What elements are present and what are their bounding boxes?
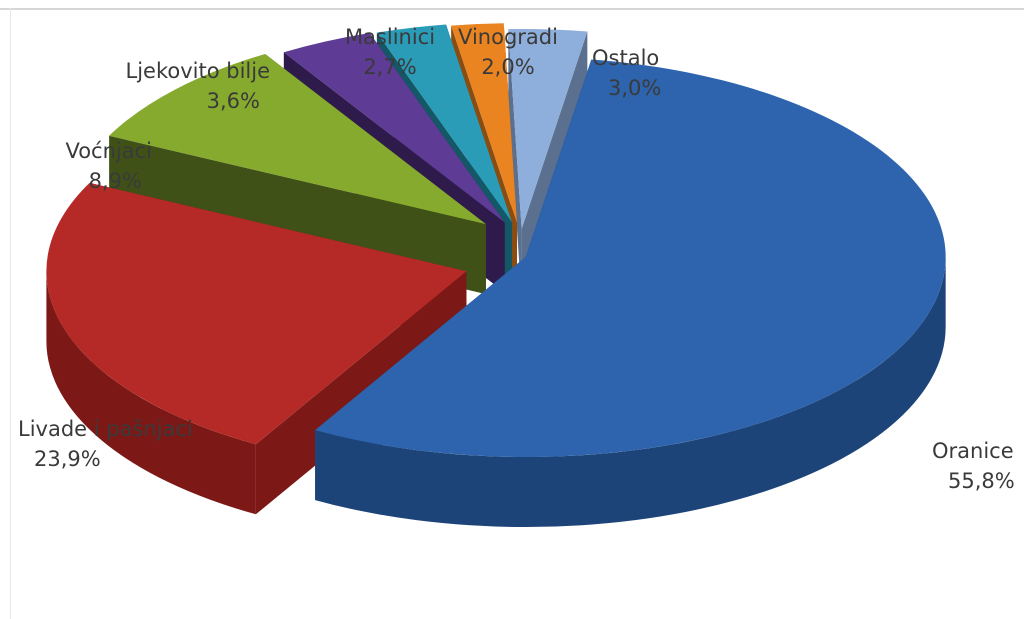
left-border (10, 8, 11, 619)
slice-value-label: 3,0% (608, 76, 661, 100)
slice-value-label: 2,7% (363, 55, 416, 79)
slice-label: Ostalo (592, 46, 659, 70)
slice-label: Livade i pašnjaci (18, 417, 193, 441)
slice-label: Oranice (932, 439, 1014, 463)
slice-top (376, 24, 512, 222)
slice-top (283, 33, 505, 223)
slice-inner-wall (508, 29, 522, 300)
slice-label: Ljekovito bilje (126, 59, 271, 83)
pie-slices (46, 23, 946, 528)
slice-label: Vinogradi (458, 25, 558, 49)
slice-value-label: 8,9% (89, 169, 142, 193)
slice-top (508, 29, 588, 230)
slice-label: Voćnjaci (65, 139, 152, 163)
slice-top (315, 59, 946, 458)
slice-value-label: 23,9% (34, 447, 101, 471)
slice-value-label: 2,0% (481, 55, 534, 79)
slice-label: Maslinici (345, 25, 435, 49)
slice-value-label: 3,6% (207, 89, 260, 113)
slice-outer-wall (315, 257, 946, 528)
slice-top (109, 53, 486, 225)
slice-top (451, 23, 517, 224)
pie-labels: Oranice 55,8% Livade i pašnjaci 23,9% Voćnja… (18, 25, 1015, 493)
slice-top (46, 182, 467, 445)
slice-outer-wall (46, 271, 256, 515)
slice-value-label: 55,8% (948, 469, 1015, 493)
pie-slice-oranice (315, 59, 946, 528)
top-border (0, 8, 1024, 10)
